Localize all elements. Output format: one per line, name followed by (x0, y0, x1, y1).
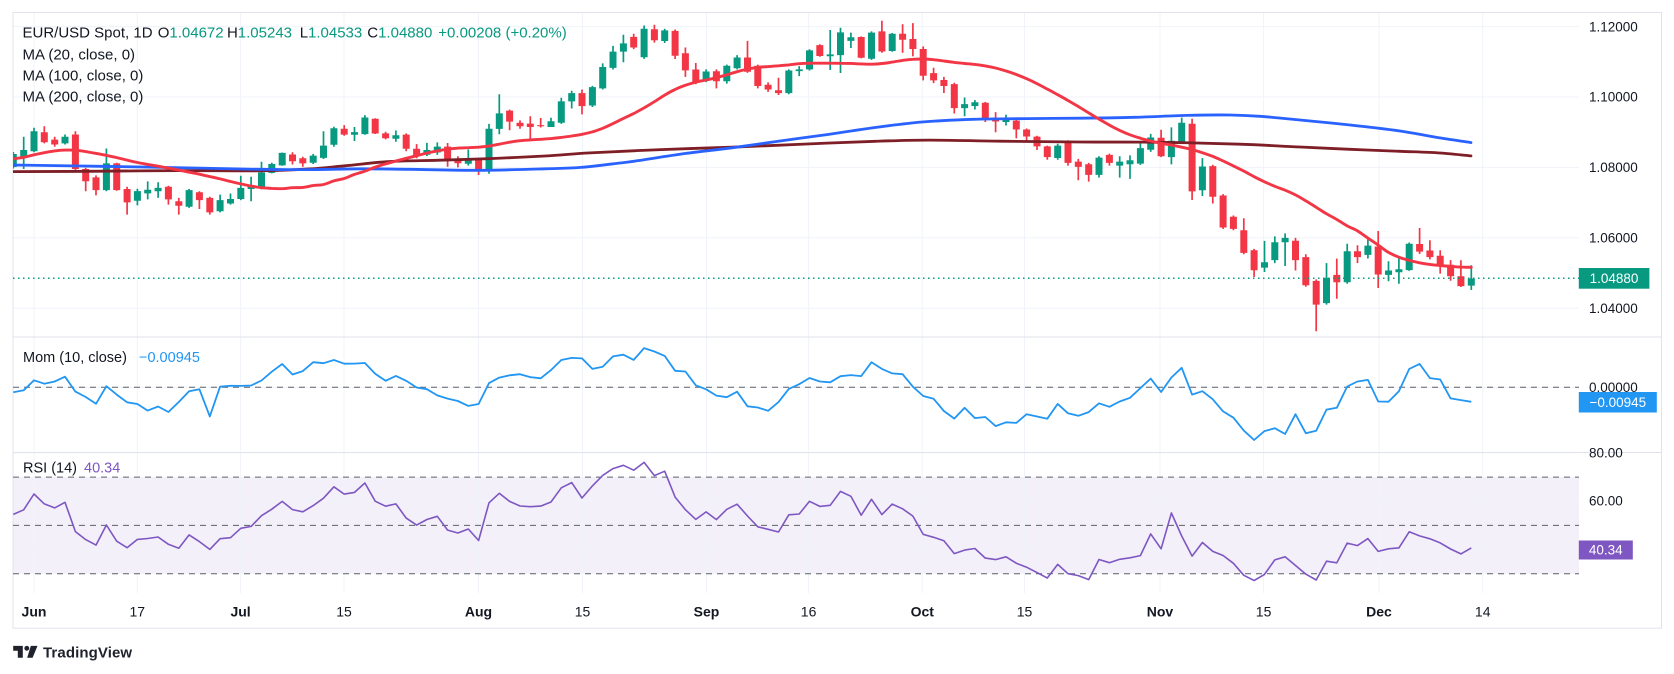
svg-text:1.08000: 1.08000 (1589, 160, 1638, 175)
svg-text:MA (100, close, 0): MA (100, close, 0) (23, 67, 144, 84)
svg-text:1.04000: 1.04000 (1589, 301, 1638, 316)
svg-text:Dec: Dec (1366, 604, 1392, 620)
svg-text:Jul: Jul (230, 604, 250, 620)
svg-text:15: 15 (1256, 604, 1272, 620)
svg-text:C: C (367, 25, 378, 42)
svg-text:RSI (14): RSI (14) (23, 461, 77, 477)
svg-text:Sep: Sep (694, 604, 720, 620)
svg-text:16: 16 (801, 604, 817, 620)
svg-text:Oct: Oct (911, 604, 935, 620)
svg-text:1.04880: 1.04880 (1590, 271, 1639, 286)
svg-text:1.06000: 1.06000 (1589, 231, 1638, 246)
svg-text:0.00000: 0.00000 (1589, 380, 1638, 395)
svg-text:Mom (10, close): Mom (10, close) (23, 350, 127, 366)
svg-text:15: 15 (575, 604, 591, 620)
svg-text:60.00: 60.00 (1589, 494, 1623, 509)
svg-text:TradingView: TradingView (43, 644, 132, 661)
svg-text:MA (20, close, 0): MA (20, close, 0) (23, 46, 136, 63)
svg-text:17: 17 (130, 604, 146, 620)
svg-text:+0.00208 (+0.20%): +0.00208 (+0.20%) (438, 25, 566, 42)
svg-text:15: 15 (336, 604, 352, 620)
svg-text:H: H (227, 25, 238, 42)
svg-text:1.04880: 1.04880 (378, 25, 432, 42)
svg-text:80.00: 80.00 (1589, 446, 1623, 461)
svg-text:−0.00945: −0.00945 (139, 350, 200, 366)
svg-text:1.04672: 1.04672 (169, 25, 223, 42)
svg-text:1.12000: 1.12000 (1589, 19, 1638, 34)
svg-text:Nov: Nov (1147, 604, 1174, 620)
svg-text:14: 14 (1475, 604, 1491, 620)
svg-text:1.04533: 1.04533 (308, 25, 362, 42)
svg-text:Aug: Aug (465, 604, 492, 620)
svg-text:40.34: 40.34 (84, 461, 120, 477)
svg-text:EUR/USD Spot, 1D: EUR/USD Spot, 1D (23, 25, 153, 42)
svg-text:−0.00945: −0.00945 (1589, 395, 1646, 410)
svg-text:15: 15 (1017, 604, 1033, 620)
svg-text:MA (200, close, 0): MA (200, close, 0) (23, 88, 144, 105)
svg-text:L: L (300, 25, 308, 42)
svg-text:1.10000: 1.10000 (1589, 90, 1638, 105)
svg-text:40.34: 40.34 (1589, 543, 1623, 558)
svg-text:1.05243: 1.05243 (238, 25, 292, 42)
svg-text:O: O (158, 25, 170, 42)
svg-text:Jun: Jun (22, 604, 47, 620)
